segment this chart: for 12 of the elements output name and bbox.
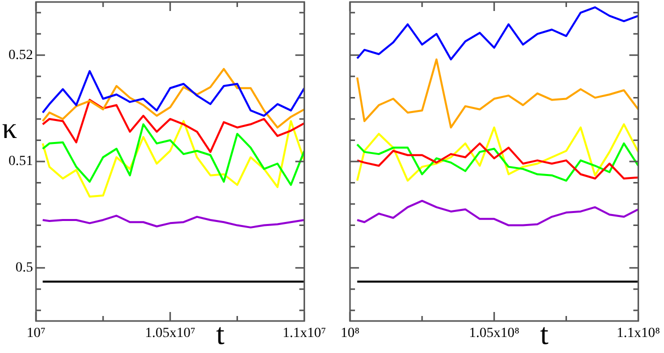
y-tick-label: 0.51	[8, 154, 33, 170]
y-tick-label: 0.52	[8, 48, 33, 63]
x-tick-label: 1.05x10⁸	[468, 326, 520, 342]
x-tick-label: 1.05x10⁷	[144, 326, 196, 342]
x-tick-label: 1.1x10⁷	[282, 326, 326, 342]
x-tick-label: 1.1x10⁸	[616, 326, 660, 342]
y-tick-label: 0.5	[16, 260, 33, 276]
y-axis-title: κ	[2, 112, 18, 146]
x-axis-title: t	[540, 318, 548, 352]
x-tick-label: 10⁸	[340, 326, 360, 342]
x-axis-title: t	[216, 318, 224, 352]
x-tick-label: 10⁷	[26, 326, 46, 342]
